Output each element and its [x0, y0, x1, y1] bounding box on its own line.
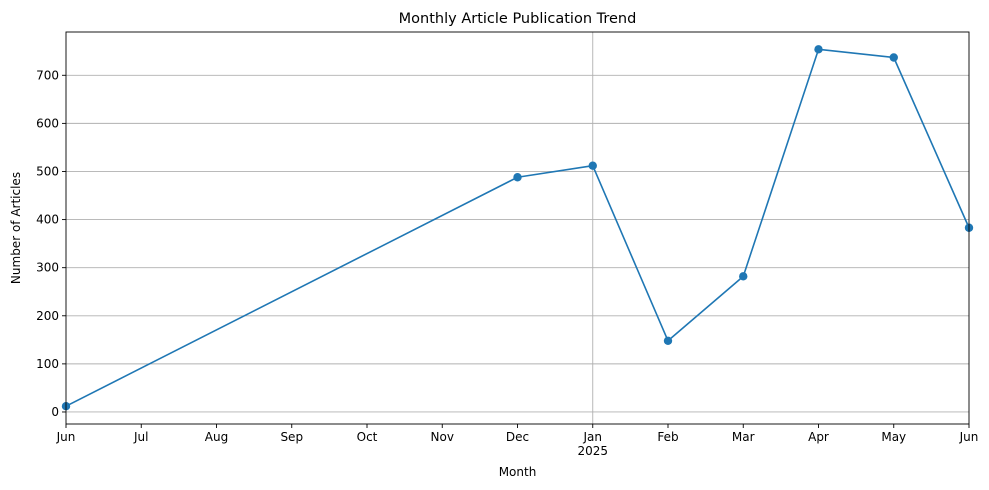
y-tick-label: 200 [36, 309, 59, 323]
x-tick-label: May [881, 430, 906, 444]
x-tick-label: Sep [280, 430, 303, 444]
y-tick-label: 300 [36, 261, 59, 275]
y-tick-label: 600 [36, 116, 59, 130]
grid [66, 32, 969, 424]
x-tick-label: Oct [357, 430, 378, 444]
chart-title: Monthly Article Publication Trend [399, 11, 637, 27]
x-tick-label: Jun [56, 430, 76, 444]
y-axis-label: Number of Articles [9, 172, 23, 284]
x-tick-label: Jul [133, 430, 148, 444]
axis-ticks: 0 100 200 300 400 500 600 700 Jun Jul Aug Sep Oct Nov… [36, 68, 978, 458]
y-tick-label: 700 [36, 68, 59, 82]
x-tick-label: Apr [808, 430, 829, 444]
x-year-label: 2025 [577, 444, 608, 458]
x-tick-label: Jan [583, 430, 603, 444]
data-point [889, 53, 898, 62]
data-point [739, 272, 748, 281]
plot-frame [65, 31, 970, 425]
x-tick-label: Nov [431, 430, 454, 444]
x-tick-label: Feb [657, 430, 678, 444]
data-point [513, 173, 522, 182]
x-tick-label: Jun [959, 430, 979, 444]
x-tick-label: Mar [732, 430, 755, 444]
data-point [588, 161, 597, 170]
y-tick-label: 0 [51, 405, 59, 419]
data-point [814, 45, 823, 54]
x-axis-label: Month [499, 465, 537, 479]
series-line [65, 48, 970, 407]
y-tick-label: 400 [36, 213, 59, 227]
x-tick-label: Aug [205, 430, 228, 444]
series-layer [61, 45, 974, 411]
y-tick-label: 500 [36, 164, 59, 178]
data-point [663, 336, 673, 345]
x-tick-label: Dec [506, 430, 529, 444]
y-tick-label: 100 [36, 357, 59, 371]
